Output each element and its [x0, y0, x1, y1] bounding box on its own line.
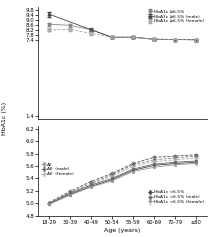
X-axis label: Age (years): Age (years) — [104, 228, 141, 232]
Legend: HbA1c ≥6.5%, HbA1c ≥6.5% (male), HbA1c ≥6.5% (female): HbA1c ≥6.5%, HbA1c ≥6.5% (male), HbA1c ≥… — [147, 9, 204, 24]
Legend: HbA1c <6.5%, HbA1c <6.5% (male), HbA1c <6.5% (female): HbA1c <6.5%, HbA1c <6.5% (male), HbA1c <… — [147, 190, 204, 205]
Text: HbA1c (%): HbA1c (%) — [2, 102, 7, 135]
